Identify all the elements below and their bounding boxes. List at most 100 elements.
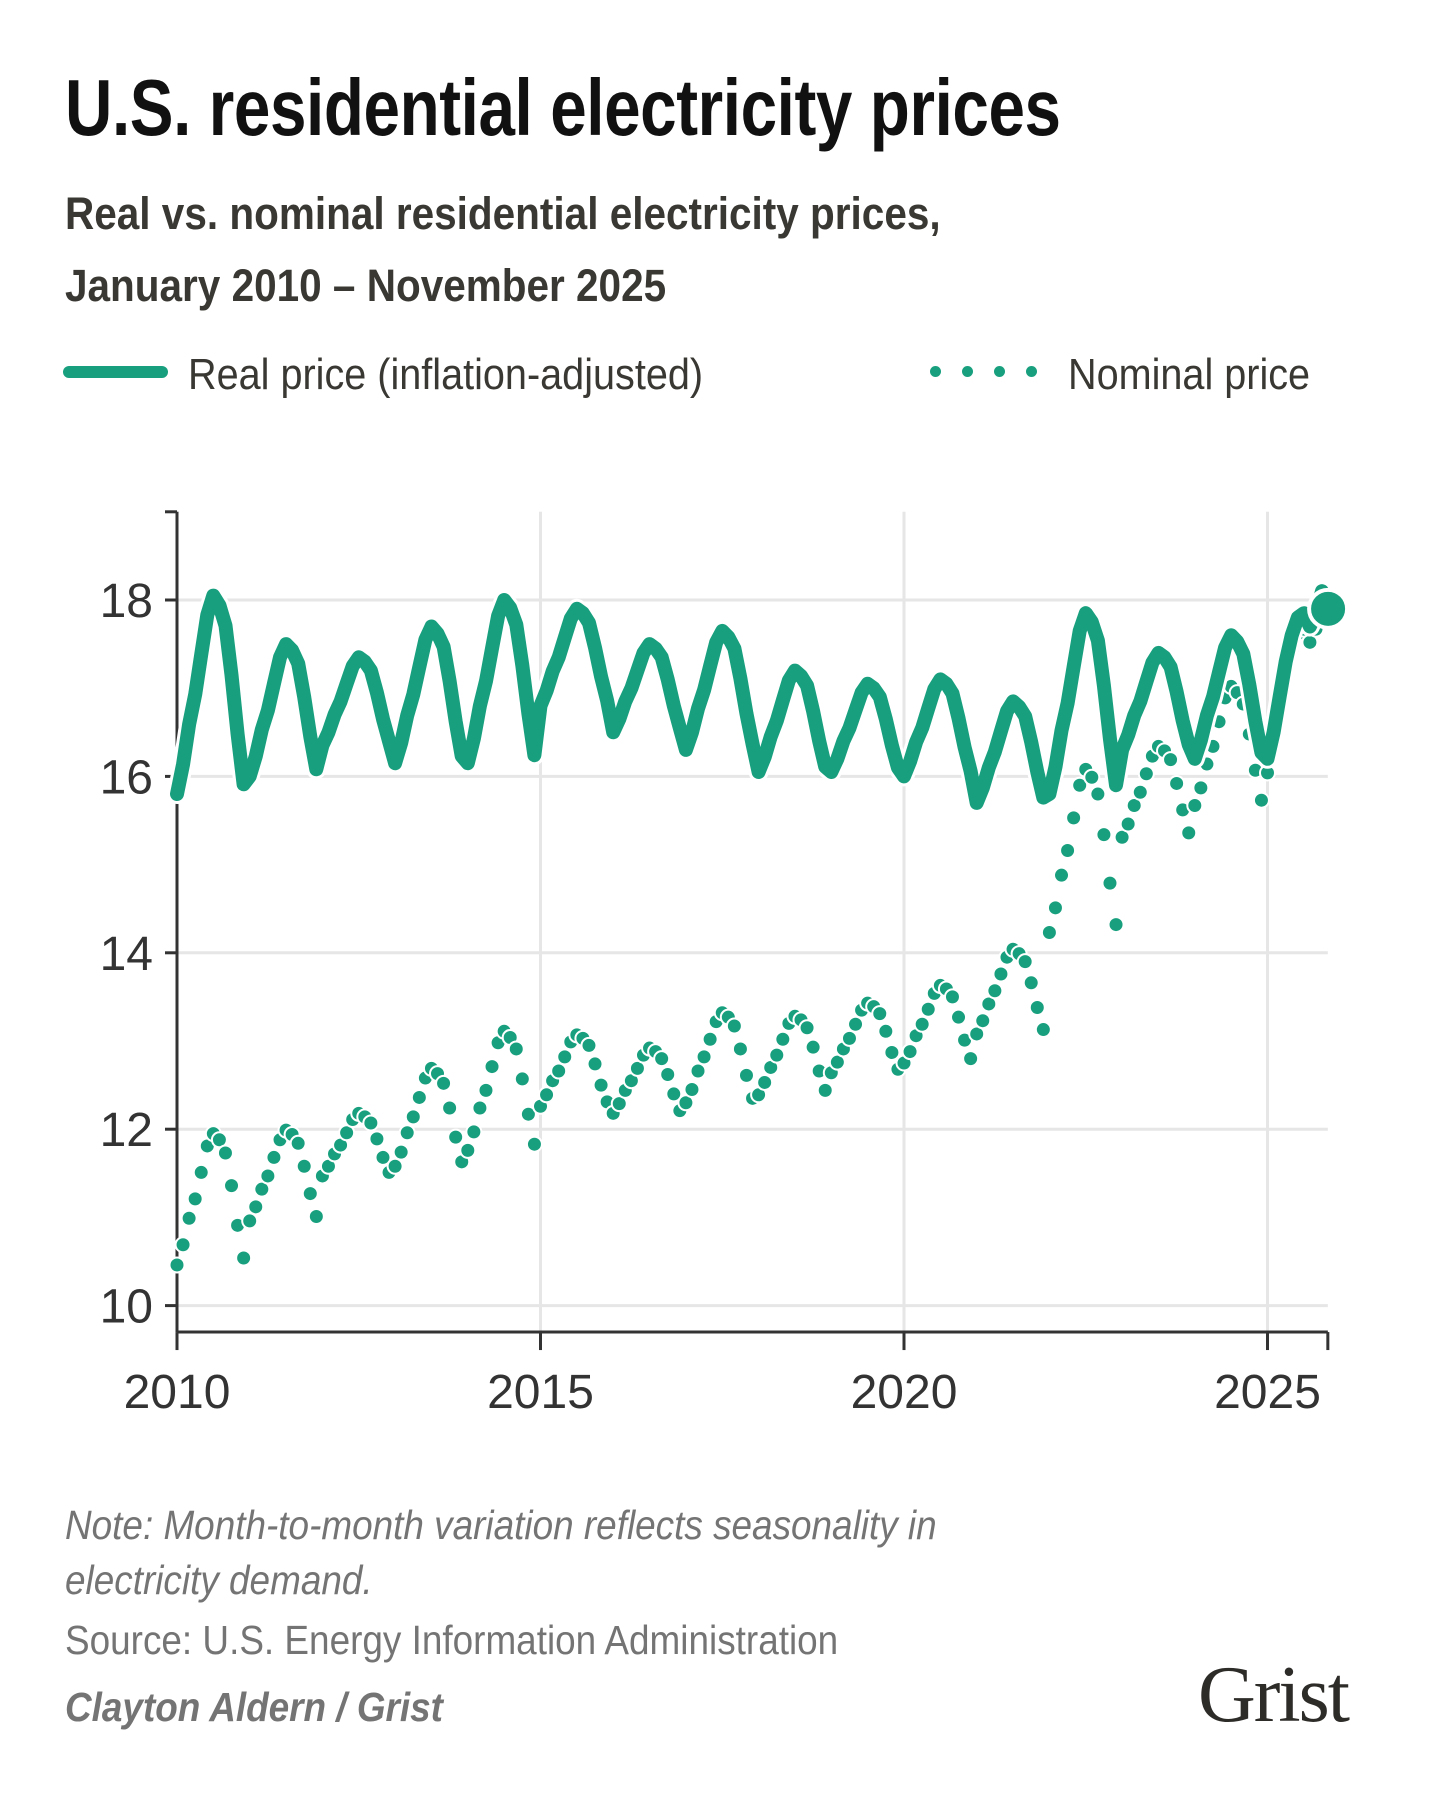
nominal-price-point [1083,768,1101,786]
nominal-price-point [556,1048,574,1066]
nominal-price-point [731,1040,749,1058]
nominal-price-point [689,1062,707,1080]
nominal-price-point [513,1070,531,1088]
legend-dot [994,366,1005,377]
nominal-price-point [1053,866,1071,884]
nominal-price-point [265,1148,283,1166]
nominal-price-point [301,1185,319,1203]
chart-title: U.S. residential electricity prices [65,63,1061,152]
nominal-price-point [1168,774,1186,792]
nominal-price-point [725,1017,743,1035]
nominal-price-point [168,1256,186,1274]
nominal-price-point [586,1055,604,1073]
nominal-price-point [241,1212,259,1230]
nominal-price-point [653,1050,671,1068]
nominal-price-point [1162,751,1180,769]
nominal-price-point [404,1108,422,1126]
nominal-price-point [465,1123,483,1141]
nominal-price-point [701,1030,719,1048]
nominal-price-point [192,1163,210,1181]
nominal-price-point [816,1081,834,1099]
nominal-price-point [871,1005,889,1023]
nominal-price-point [471,1099,489,1117]
nominal-price-point [477,1081,495,1099]
nominal-price-point [1131,783,1149,801]
nominal-price-point [992,965,1010,983]
nominal-price-point [1101,874,1119,892]
nominal-price-point [659,1066,677,1084]
nominal-price-point [180,1209,198,1227]
y-tick-label: 10 [100,1281,153,1334]
legend-nominal-dots-swatch [930,366,1040,378]
grist-logo: Grist [1198,1651,1350,1739]
nominal-price-point [592,1076,610,1094]
nominal-price-point [1040,924,1058,942]
nominal-price-point [386,1157,404,1175]
nominal-price-point [1186,797,1204,815]
nominal-price-point [756,1073,774,1091]
nominal-price-point [223,1177,241,1195]
nominal-price-point [798,1019,816,1037]
nominal-price-point [483,1058,501,1076]
nominal-price-point [683,1081,701,1099]
nominal-price-point [1137,765,1155,783]
nominal-price-point [1065,809,1083,827]
nominal-price-point [307,1208,325,1226]
nominal-price-point [1180,824,1198,842]
nominal-price-point [1034,1021,1052,1039]
nominal-price-point [950,1008,968,1026]
nominal-price-point [919,1000,937,1018]
nominal-price-point [1059,841,1077,859]
legend-real-line-swatch [63,366,168,378]
nominal-price-point [737,1066,755,1084]
y-tick-label: 16 [100,751,153,804]
nominal-price-point [374,1148,392,1166]
nominal-price-point [459,1141,477,1159]
nominal-price-point [1192,779,1210,797]
legend-nominal-label: Nominal price [1068,350,1311,399]
nominal-price-point [877,1022,895,1040]
nominal-price-point [289,1134,307,1152]
nominal-price-point [247,1198,265,1216]
nominal-price-point [1022,974,1040,992]
nominal-price-point [913,1015,931,1033]
nominal-price-point [580,1036,598,1054]
nominal-price-point [186,1190,204,1208]
legend-dot [930,366,941,377]
nominal-price-point [986,982,1004,1000]
nominal-price-point [974,1012,992,1030]
nominal-price-point [1089,785,1107,803]
x-tick-label: 2025 [1214,1366,1321,1419]
nominal-price-point [774,1030,792,1048]
nominal-price-point [1119,815,1137,833]
nominal-price-point [1071,776,1089,794]
y-tick-label: 14 [100,928,153,981]
nominal-price-point [804,1038,822,1056]
nominal-price-point [1028,998,1046,1016]
nominal-price-point [447,1128,465,1146]
x-tick-label: 2015 [487,1366,594,1419]
nominal-price-point [441,1099,459,1117]
nominal-price-point [1095,826,1113,844]
nominal-price-point [368,1130,386,1148]
legend-real-label: Real price (inflation-adjusted) [188,350,704,399]
nominal-price-point [768,1046,786,1064]
x-tick-label: 2020 [851,1366,958,1419]
nominal-price-point [847,1015,865,1033]
nominal-price-point [435,1074,453,1092]
nominal-price-point [538,1086,556,1104]
nominal-price-point [1016,953,1034,971]
nominal-price-point [550,1062,568,1080]
y-tick-label: 18 [100,575,153,628]
legend-dot [962,366,973,377]
nominal-price-point [519,1105,537,1123]
nominal-price-point [1107,916,1125,934]
source-text: Source: U.S. Energy Information Administ… [65,1617,839,1663]
nominal-price-point [392,1143,410,1161]
chart-subtitle-line-1: Real vs. nominal residential electricity… [65,188,941,239]
note-line-1: Note: Month-to-month variation reflects … [65,1502,937,1548]
nominal-price-point [507,1040,525,1058]
latest-value-marker [1307,587,1350,630]
nominal-price-point [235,1249,253,1267]
